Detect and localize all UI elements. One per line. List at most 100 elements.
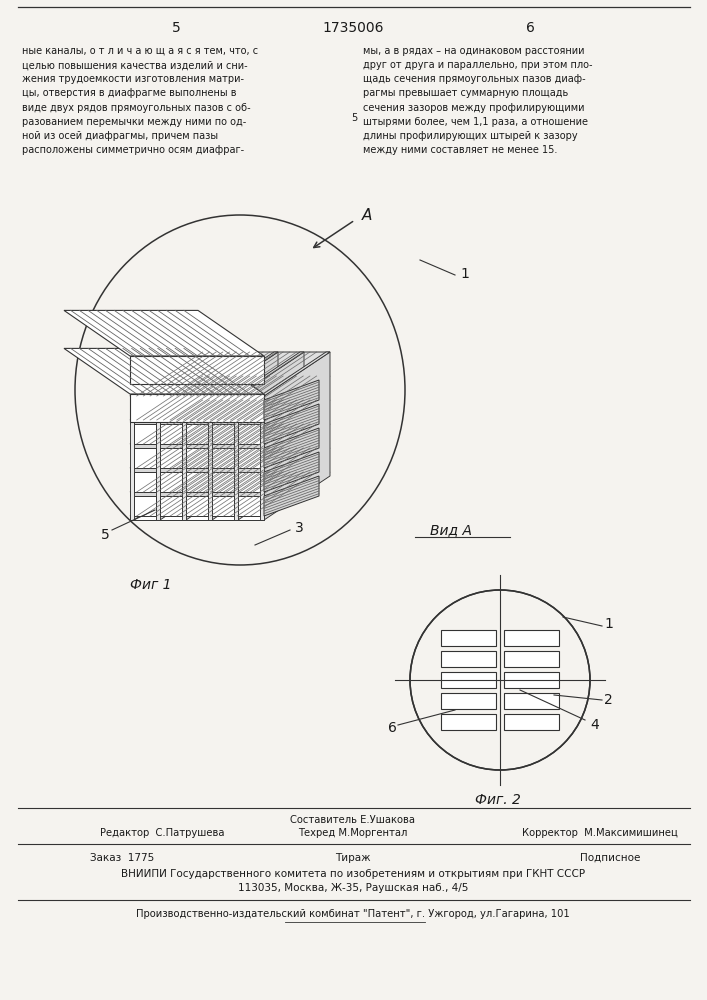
Polygon shape [234,352,304,396]
Text: 113035, Москва, Ж-35, Раушская наб., 4/5: 113035, Москва, Ж-35, Раушская наб., 4/5 [238,883,468,893]
Polygon shape [264,476,319,516]
Polygon shape [186,352,252,520]
Text: 5: 5 [172,21,180,35]
Bar [212,472,234,492]
Polygon shape [156,396,160,520]
Text: 5: 5 [351,113,357,123]
Polygon shape [130,472,330,516]
Text: Составитель Е.Ушакова: Составитель Е.Ушакова [291,815,416,825]
Text: А: А [362,208,373,223]
Text: 1: 1 [604,617,613,631]
Bar [504,630,559,646]
Text: Вид А: Вид А [430,523,472,537]
Bar [160,496,182,516]
Bar [504,714,559,730]
Bar [186,400,208,420]
Bar [441,651,496,667]
Text: 5: 5 [100,528,110,542]
Text: Производственно-издательский комбинат "Патент", г. Ужгород, ул.Гагарина, 101: Производственно-издательский комбинат "П… [136,909,570,919]
Polygon shape [64,310,264,356]
Bar [441,630,496,646]
Polygon shape [130,396,134,520]
Polygon shape [260,352,330,396]
Bar [504,672,559,688]
Bar [212,496,234,516]
Polygon shape [264,352,330,520]
Polygon shape [156,352,226,396]
Bar [186,496,208,516]
Text: ные каналы, о т л и ч а ю щ а я с я тем, что, с
целью повышения качества изделий: ные каналы, о т л и ч а ю щ а я с я тем,… [22,46,258,155]
Text: Тираж: Тираж [335,853,370,863]
Polygon shape [182,396,186,520]
Polygon shape [264,380,319,420]
Bar [186,424,208,444]
Polygon shape [130,492,264,496]
Bar [134,496,156,516]
Bar [238,424,260,444]
Bar [134,400,156,420]
Polygon shape [260,396,264,520]
Polygon shape [208,396,212,520]
Circle shape [410,590,590,770]
Bar [441,714,496,730]
Text: 2: 2 [604,693,613,707]
Bar [134,424,156,444]
Polygon shape [130,516,264,520]
Polygon shape [264,452,319,492]
Text: 6: 6 [525,21,534,35]
Bar [504,693,559,709]
Bar [212,424,234,444]
Polygon shape [238,352,304,520]
Text: мы, а в рядах – на одинаковом расстоянии
друг от друга и параллельно, при этом п: мы, а в рядах – на одинаковом расстоянии… [363,46,592,155]
Bar [441,672,496,688]
Polygon shape [160,352,226,520]
Polygon shape [130,400,330,444]
Text: 1: 1 [460,267,469,281]
Bar [238,400,260,420]
Polygon shape [208,352,278,396]
Polygon shape [264,428,319,468]
Bar [160,400,182,420]
Polygon shape [130,448,330,492]
Text: Техред М.Моргентал: Техред М.Моргентал [298,828,408,838]
Bar [134,448,156,468]
Polygon shape [64,348,264,394]
Text: 3: 3 [295,521,304,535]
Polygon shape [212,352,278,520]
Text: Заказ  1775: Заказ 1775 [90,853,154,863]
Text: Подписное: Подписное [580,853,641,863]
Polygon shape [130,396,264,400]
Polygon shape [182,352,252,396]
Text: Редактор  С.Патрушева: Редактор С.Патрушева [100,828,225,838]
Polygon shape [130,444,264,448]
Text: Фиг. 2: Фиг. 2 [475,793,521,807]
Bar [160,448,182,468]
Polygon shape [264,404,319,444]
Polygon shape [130,356,264,384]
Bar [504,651,559,667]
Text: 6: 6 [388,721,397,735]
Bar [238,472,260,492]
Polygon shape [130,468,264,472]
Text: Фиг 1: Фиг 1 [130,578,172,592]
Bar [212,448,234,468]
Bar [238,496,260,516]
Bar [186,472,208,492]
Bar [186,448,208,468]
Polygon shape [130,420,264,424]
Text: 1735006: 1735006 [322,21,384,35]
Text: Корректор  М.Максимишинец: Корректор М.Максимишинец [522,828,678,838]
Polygon shape [234,396,238,520]
Polygon shape [130,352,330,396]
Polygon shape [130,352,200,396]
Polygon shape [130,424,330,468]
Bar [441,693,496,709]
Bar [134,472,156,492]
Bar [160,472,182,492]
Polygon shape [134,352,200,520]
Text: 4: 4 [590,718,599,732]
Polygon shape [130,376,330,420]
Bar [160,424,182,444]
Polygon shape [130,394,264,422]
Text: ВНИИПИ Государственного комитета по изобретениям и открытиям при ГКНТ СССР: ВНИИПИ Государственного комитета по изоб… [121,869,585,879]
